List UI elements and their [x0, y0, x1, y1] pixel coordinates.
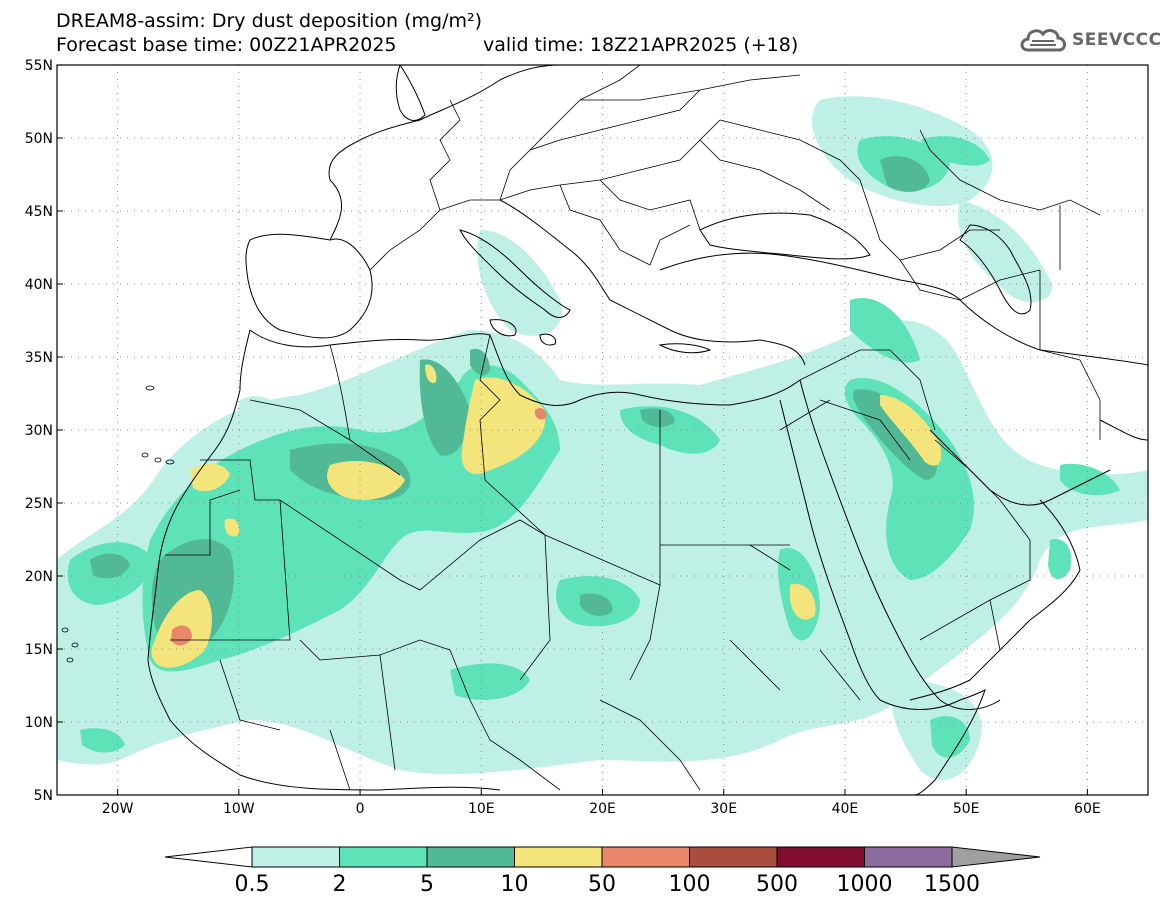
colorbar-label: 1000: [836, 872, 893, 897]
lon-label: 60E: [1074, 801, 1101, 817]
lat-label: 50N: [25, 131, 53, 147]
coastlines: [147, 65, 1148, 795]
colorbar: [164, 846, 1041, 868]
forecast-base-time: Forecast base time: 00Z21APR2025: [56, 34, 397, 56]
country-borders: [165, 65, 1101, 791]
lat-label: 5N: [34, 788, 53, 804]
lon-label: 10W: [223, 801, 255, 817]
lat-label: 55N: [25, 58, 53, 74]
lon-label: 50E: [953, 801, 980, 817]
lat-label: 20N: [25, 569, 53, 585]
cloud-icon: [1020, 29, 1066, 52]
colorbar-label: 1500: [924, 872, 980, 897]
colorbar-label: 2: [332, 872, 347, 897]
colorbar-swatch: [689, 846, 778, 868]
lat-label: 35N: [25, 350, 53, 366]
longitude-labels: 20W 10W 0 10E 20E 30E 40E 50E 60E: [102, 801, 1101, 817]
lon-label: 20W: [102, 801, 134, 817]
colorbar-swatch: [864, 846, 953, 868]
colorbar-over-arrow: [951, 846, 1041, 868]
islands: [61, 385, 175, 663]
lat-label: 15N: [25, 642, 53, 658]
seevccc-logo: SEEVCCC: [1018, 24, 1161, 60]
lon-label: 40E: [832, 801, 859, 817]
colorbar-label: 10: [500, 872, 529, 897]
deposition-field: [57, 96, 1148, 780]
colorbar-swatch: [776, 846, 865, 868]
colorbar-label: 100: [668, 872, 711, 897]
map-title: DREAM8-assim: Dry dust deposition (mg/m²…: [56, 10, 483, 32]
lat-label: 45N: [25, 204, 53, 220]
graticule: [57, 65, 1148, 795]
colorbar-swatch: [426, 846, 515, 868]
map-area: [57, 65, 1148, 795]
lon-label: 30E: [710, 801, 737, 817]
lat-label: 40N: [25, 277, 53, 293]
lon-label: 10E: [468, 801, 495, 817]
valid-time: valid time: 18Z21APR2025 (+18): [483, 34, 799, 56]
lon-label: 20E: [589, 801, 616, 817]
colorbar-swatch: [251, 846, 340, 868]
colorbar-label: 50: [588, 872, 616, 897]
lon-label: 0: [356, 801, 365, 817]
lat-label: 25N: [25, 496, 53, 512]
colorbar-label: 500: [756, 872, 798, 897]
axis-ticks: [57, 64, 1088, 796]
colorbar-swatch: [601, 846, 690, 868]
colorbar-label: 5: [420, 872, 434, 897]
lat-label: 30N: [25, 423, 53, 439]
logo-text: SEEVCCC: [1072, 30, 1162, 50]
lat-label: 10N: [25, 715, 53, 731]
colorbar-swatch: [514, 846, 603, 868]
latitude-labels: 55N 50N 45N 40N 35N 30N 25N 20N 15N 10N 5N: [25, 58, 53, 804]
colorbar-label: 0.5: [234, 872, 270, 897]
colorbar-swatch: [339, 846, 428, 868]
colorbar-under-arrow: [164, 846, 253, 868]
